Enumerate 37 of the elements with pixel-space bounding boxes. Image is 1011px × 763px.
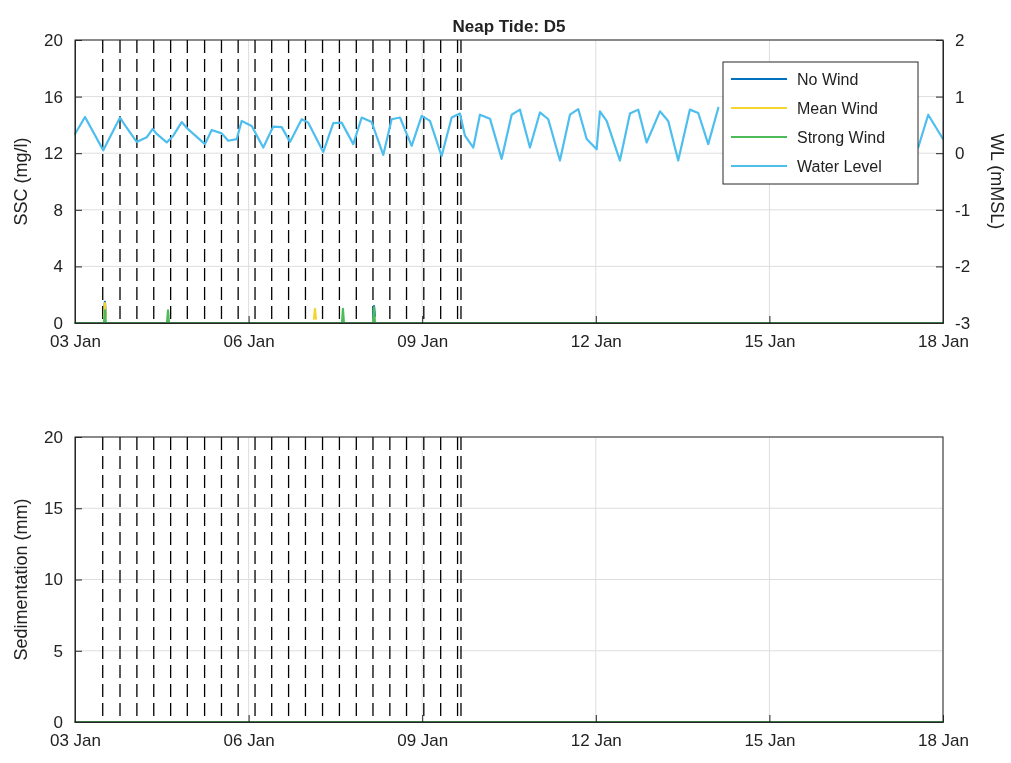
y-tick-label: 20 — [44, 427, 63, 447]
y-tick-label: 20 — [44, 30, 63, 50]
y2-tick-label: -1 — [955, 200, 971, 220]
y2-tick-label: -3 — [955, 313, 971, 333]
x-tick-label: 09 Jan — [397, 332, 449, 352]
y-tick-label: 12 — [44, 144, 63, 164]
y-tick-label: 15 — [44, 499, 63, 519]
y-tick-label: 5 — [53, 641, 63, 661]
x-tick-label: 09 Jan — [397, 731, 449, 751]
x-tick-label: 03 Jan — [49, 332, 102, 352]
y-axis-title: SSC (mg/l) — [11, 137, 31, 226]
legend-label: Strong Wind — [797, 129, 886, 146]
x-tick-label: 06 Jan — [223, 332, 275, 352]
legend-label: No Wind — [797, 71, 859, 88]
y-tick-label: 8 — [53, 200, 63, 220]
y2-tick-label: 1 — [955, 87, 965, 107]
y-tick-label: 4 — [53, 257, 63, 277]
x-tick-label: 18 Jan — [917, 332, 970, 352]
x-tick-label: 18 Jan — [917, 731, 970, 751]
x-tick-label: 12 Jan — [570, 332, 622, 352]
legend-label: Water Level — [797, 158, 882, 175]
y2-tick-label: 0 — [955, 144, 965, 164]
y-tick-label: 10 — [44, 570, 63, 590]
y2-axis-title: WL (mMSL) — [987, 133, 1007, 230]
x-tick-label: 03 Jan — [49, 731, 102, 751]
y2-tick-label: 2 — [955, 30, 965, 50]
x-tick-label: 12 Jan — [570, 731, 622, 751]
y-tick-label: 0 — [53, 712, 63, 732]
y2-tick-label: -2 — [955, 257, 971, 277]
x-tick-label: 15 Jan — [744, 731, 796, 751]
legend-label: Mean Wind — [797, 100, 878, 117]
y-tick-label: 16 — [44, 87, 63, 107]
x-tick-label: 15 Jan — [744, 332, 796, 352]
y-tick-label: 0 — [53, 313, 63, 333]
x-tick-label: 06 Jan — [223, 731, 275, 751]
chart-title: Neap Tide: D5 — [452, 17, 566, 36]
y-axis-title: Sedimentation (mm) — [11, 498, 31, 661]
